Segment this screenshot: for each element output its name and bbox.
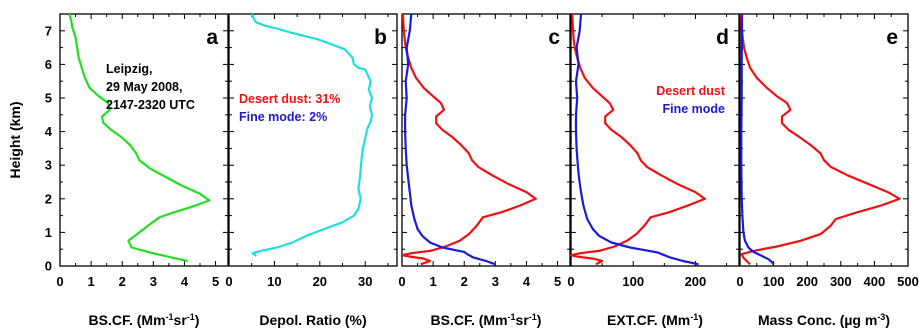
x-tick-label: 1: [429, 274, 436, 289]
x-axis-title: Depol. Ratio (%): [259, 312, 366, 328]
panel-frame: [570, 13, 740, 267]
panel-letter: a: [206, 26, 218, 49]
x-tick-label: 20: [313, 274, 327, 289]
panel-frame: [739, 13, 909, 267]
series-line-1: [740, 14, 775, 265]
x-tick-label: 3: [492, 274, 499, 289]
panel-frame: [401, 13, 571, 267]
y-tick-label: 7: [45, 23, 52, 38]
panel-a: 0 1 2 3 4 5 6 7 0 1 2 3 4 5 BS.CF. (Mm-1sr-1) a Leipzig,…: [45, 13, 229, 328]
x-tick-label: 300: [830, 274, 852, 289]
x-tick-label: 200: [796, 274, 818, 289]
series-line-1: [574, 13, 699, 266]
panel-b: 0 10 20 30 Depol. Ratio (%) b Desert dust: 31%…: [225, 13, 398, 328]
x-tick-label: 200: [685, 274, 707, 289]
x-tick-label: 2: [119, 274, 126, 289]
y-tick-label: 4: [45, 124, 53, 139]
y-tick-label: 3: [45, 158, 52, 173]
series-line-0: [739, 13, 901, 266]
legend-entry: Desert dust: [656, 84, 726, 98]
panel-frame: [59, 13, 229, 267]
x-axis-title: BS.CF. (Mm-1sr-1): [431, 312, 542, 328]
x-tick-label: 3: [150, 274, 157, 289]
x-axis-title: BS.CF. (Mm-1sr-1): [89, 312, 200, 328]
x-tick-label: 0: [736, 274, 743, 289]
x-tick-label: 10: [267, 274, 281, 289]
panel-letter: c: [548, 26, 560, 49]
series-line-0: [400, 13, 537, 266]
series-line-0: [569, 13, 706, 266]
panel-letter: d: [716, 26, 729, 49]
x-tick-label: 1: [87, 274, 94, 289]
x-tick-label: 0: [225, 274, 232, 289]
x-tick-label: 100: [763, 274, 785, 289]
y-tick-label: 1: [45, 225, 52, 240]
series-line-0: [250, 13, 374, 257]
panels: 0 1 2 3 4 5 6 7 0 1 2 3 4 5 BS.CF. (Mm-1sr-1) a Leipzig,…: [45, 13, 919, 328]
x-tick-label: 2: [461, 274, 468, 289]
location-annotation: Leipzig,: [106, 62, 153, 76]
x-tick-label: 5: [212, 274, 219, 289]
legend-entry: Fine mode: [662, 102, 725, 116]
x-tick-label: 500: [897, 274, 919, 289]
legend-entry: Desert dust: 31%: [239, 92, 340, 106]
panel-frame: [228, 13, 398, 267]
series-line-0: [68, 13, 211, 263]
x-tick-label: 5: [554, 274, 561, 289]
y-tick-label: 6: [45, 57, 52, 72]
x-tick-label: 0: [567, 274, 574, 289]
x-tick-label: 4: [181, 274, 189, 289]
location-annotation: 2147-2320 UTC: [106, 98, 195, 112]
panel-d: 0 100 200 EXT.CF. (Mm-1) d Desert dust Fine mo…: [567, 13, 740, 328]
panel-c: 0 1 2 3 4 5 BS.CF. (Mm-1sr-1) c: [398, 13, 571, 328]
y-axis-title: Height (km): [7, 102, 23, 179]
x-tick-label: 0: [56, 274, 63, 289]
location-annotation: 29 May 2008,: [106, 80, 182, 94]
panel-letter: b: [374, 26, 387, 49]
x-axis-title: Mass Conc. (µg m-3): [758, 312, 890, 328]
x-tick-label: 4: [523, 274, 531, 289]
y-tick-label: 5: [45, 91, 52, 106]
panel-e: 0 100 200 300 400 500 Mass Conc. (µg m-3) e: [736, 13, 919, 328]
x-tick-label: 30: [358, 274, 372, 289]
series-line-1: [404, 13, 496, 266]
x-tick-label: 0: [398, 274, 405, 289]
legend-entry: Fine mode: 2%: [239, 110, 327, 124]
panel-letter: e: [886, 26, 898, 49]
x-tick-label: 400: [864, 274, 886, 289]
y-tick-label: 2: [45, 191, 52, 206]
x-axis-title: EXT.CF. (Mm-1): [607, 312, 703, 328]
y-tick-label: 0: [45, 259, 52, 274]
x-tick-label: 100: [622, 274, 644, 289]
